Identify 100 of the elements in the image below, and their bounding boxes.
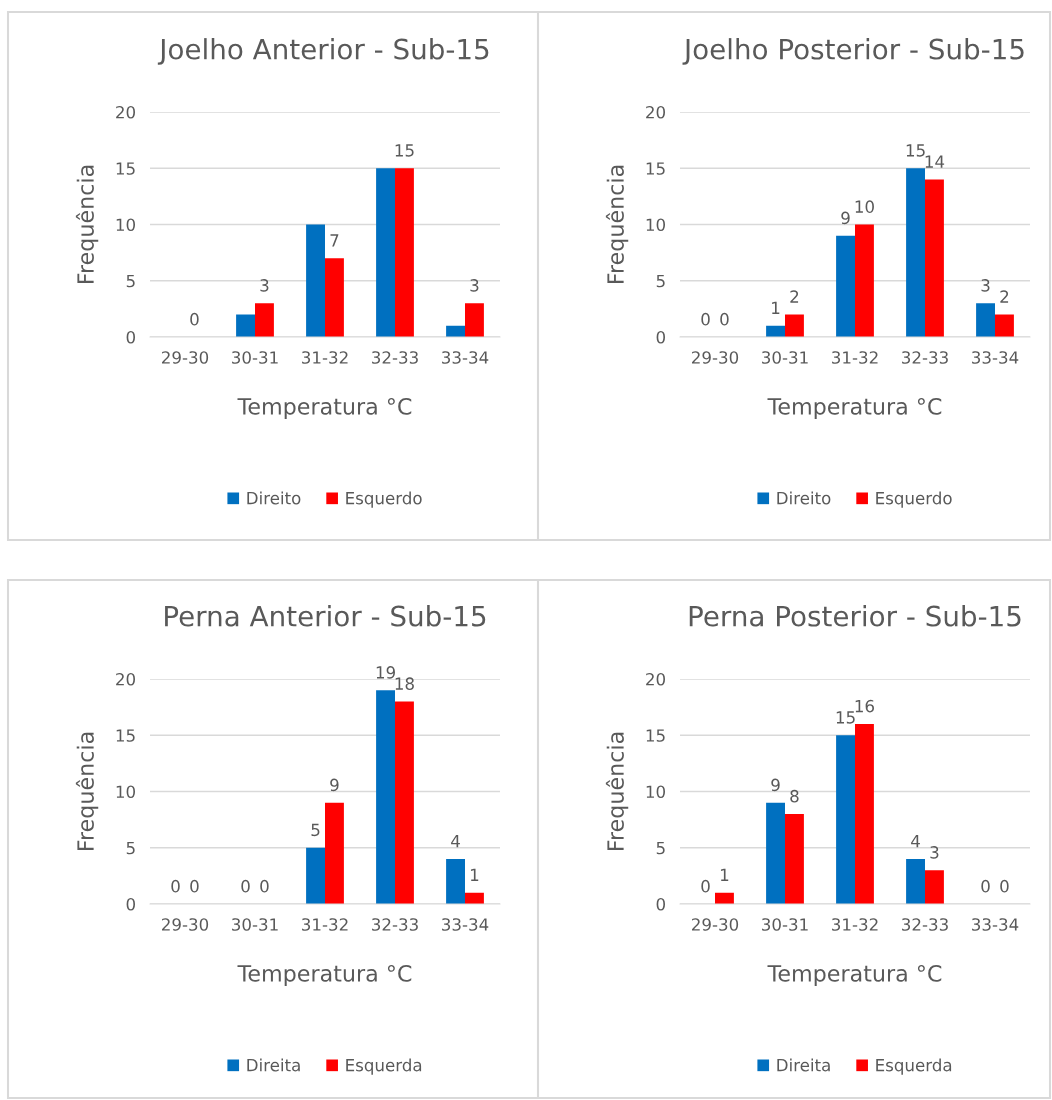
data-label: 0 (190, 312, 199, 326)
data-label: 2 (790, 290, 799, 303)
x-axis-title: Temperatura °C (767, 397, 942, 420)
legend-label: Esquerda (876, 1058, 952, 1075)
y-axis-title: Frequência (605, 165, 629, 284)
data-label: 1 (470, 868, 479, 881)
bar (395, 701, 414, 904)
legend-label: Direita (777, 1058, 830, 1072)
y-tick-label: 5 (656, 841, 665, 855)
data-label: 1 (720, 868, 729, 881)
y-tick-label: 10 (646, 218, 665, 232)
data-label: 3 (930, 846, 939, 859)
data-label: 7 (330, 234, 339, 247)
data-label: 14 (925, 155, 945, 168)
x-tick-label: 33-34 (442, 351, 489, 364)
bar (855, 224, 874, 337)
bar (376, 690, 395, 904)
x-tick-label: 30-31 (762, 918, 808, 931)
chart-title: Joelho Posterior - Sub-15 (682, 38, 1024, 65)
y-tick-label: 15 (116, 162, 135, 175)
x-axis-title: Temperatura °C (237, 397, 412, 420)
data-label: 0 (701, 312, 710, 326)
x-tick-label: 32-33 (372, 351, 418, 364)
x-tick-label: 33-34 (972, 351, 1019, 364)
legend-label: Direita (247, 1058, 300, 1072)
y-tick-label: 0 (656, 897, 665, 911)
y-axis-title: Frequência (75, 165, 99, 284)
data-label: 9 (330, 778, 339, 792)
data-label: 3 (260, 279, 269, 292)
y-tick-label: 20 (646, 672, 665, 686)
data-label: 5 (311, 823, 320, 837)
bar (925, 870, 944, 904)
bar (906, 859, 925, 904)
bar (306, 224, 325, 337)
bar (976, 303, 995, 337)
data-label: 0 (171, 879, 180, 893)
chart-title: Perna Anterior - Sub-15 (165, 605, 486, 627)
x-tick-label: 31-32 (832, 918, 878, 931)
bar (785, 814, 804, 904)
y-tick-label: 10 (116, 785, 135, 799)
data-label: 4 (451, 835, 460, 848)
x-tick-label: 30-31 (232, 918, 278, 931)
bar (306, 847, 325, 904)
bar (325, 258, 344, 337)
data-label: 0 (190, 879, 199, 893)
bar (836, 735, 855, 904)
data-label: 15 (836, 711, 855, 724)
chart-title: Joelho Anterior - Sub-15 (157, 38, 489, 65)
x-tick-label: 33-34 (972, 918, 1019, 931)
bar (906, 168, 925, 337)
x-tick-label: 29-30 (692, 351, 739, 364)
legend-label: Esquerdo (346, 491, 422, 508)
data-label: 0 (241, 879, 250, 893)
x-tick-label: 29-30 (692, 918, 739, 931)
bar (855, 724, 874, 904)
data-label: 3 (981, 279, 990, 292)
data-label: 15 (395, 144, 414, 157)
data-label: 0 (260, 879, 269, 893)
y-tick-label: 15 (646, 729, 665, 742)
bar (236, 314, 255, 337)
legend-label: Direito (777, 491, 831, 505)
x-tick-label: 29-30 (162, 918, 209, 931)
bar (325, 802, 344, 904)
x-tick-label: 31-32 (302, 351, 348, 364)
data-label: 3 (470, 279, 479, 292)
bar (465, 303, 484, 337)
x-tick-label: 32-33 (902, 351, 948, 364)
x-tick-label: 31-32 (832, 351, 878, 364)
x-axis-title: Temperatura °C (767, 964, 942, 987)
y-tick-label: 10 (116, 218, 135, 232)
data-label: 0 (981, 879, 990, 893)
data-label: 15 (906, 144, 925, 157)
legend-label: Direito (247, 491, 301, 505)
x-tick-label: 31-32 (302, 918, 348, 931)
data-label: 1 (772, 301, 780, 314)
legend-label: Esquerda (346, 1058, 422, 1075)
x-tick-label: 32-33 (902, 918, 948, 931)
y-axis-title: Frequência (605, 732, 629, 851)
data-label: 19 (376, 666, 395, 679)
data-label: 8 (790, 789, 799, 803)
data-label: 2 (1000, 290, 1009, 303)
y-tick-label: 5 (656, 274, 665, 288)
data-label: 0 (1000, 879, 1009, 893)
y-tick-label: 0 (656, 330, 665, 344)
y-tick-label: 20 (116, 105, 135, 119)
bar (255, 303, 274, 337)
bar (925, 179, 944, 337)
x-axis-title: Temperatura °C (237, 964, 412, 987)
data-label: 16 (855, 699, 874, 713)
y-tick-label: 15 (646, 162, 665, 175)
y-axis-title: Frequência (75, 732, 99, 851)
bar (995, 314, 1014, 337)
y-tick-label: 20 (116, 672, 135, 686)
y-tick-label: 0 (126, 330, 135, 344)
data-label: 10 (855, 200, 874, 213)
chart-title: Perna Posterior - Sub-15 (689, 605, 1021, 627)
legend-label: Esquerdo (876, 491, 952, 508)
x-tick-label: 33-34 (442, 918, 489, 931)
x-tick-label: 30-31 (232, 351, 278, 364)
data-label: 18 (395, 677, 414, 690)
